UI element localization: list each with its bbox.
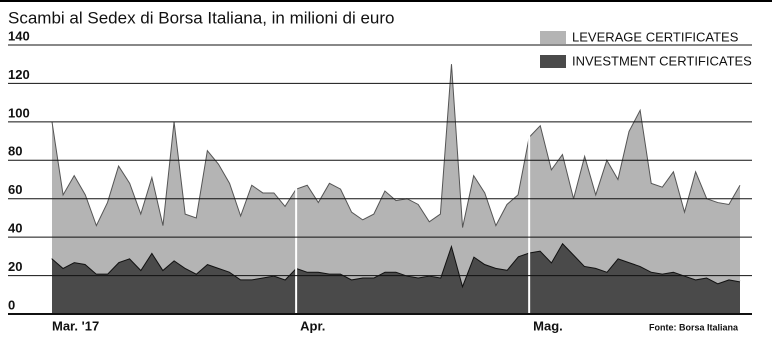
y-tick-label: 20 <box>8 259 22 274</box>
y-tick-label: 120 <box>8 67 30 82</box>
area <box>52 242 740 314</box>
y-tick-label: 60 <box>8 182 22 197</box>
x-tick-label: Apr. <box>300 318 325 333</box>
legend-label: INVESTMENT CERTIFICATES <box>572 53 752 68</box>
y-tick-label: 40 <box>8 221 22 236</box>
x-tick-label: Mar. '17 <box>52 318 99 333</box>
chart-title: Scambi al Sedex di Borsa Italiana, in mi… <box>8 8 394 27</box>
y-tick-label: 140 <box>8 28 30 43</box>
y-tick-label: 100 <box>8 105 30 120</box>
legend-swatch <box>540 55 566 68</box>
legend-swatch <box>540 31 566 44</box>
source: Fonte: Borsa Italiana <box>649 322 739 332</box>
y-tick-label: 80 <box>8 144 22 159</box>
legend-label: LEVERAGE CERTIFICATES <box>572 29 739 44</box>
area-outline <box>51 64 741 228</box>
x-tick-label: Mag. <box>533 318 563 333</box>
y-tick-label: 0 <box>8 297 15 312</box>
area <box>52 64 740 286</box>
